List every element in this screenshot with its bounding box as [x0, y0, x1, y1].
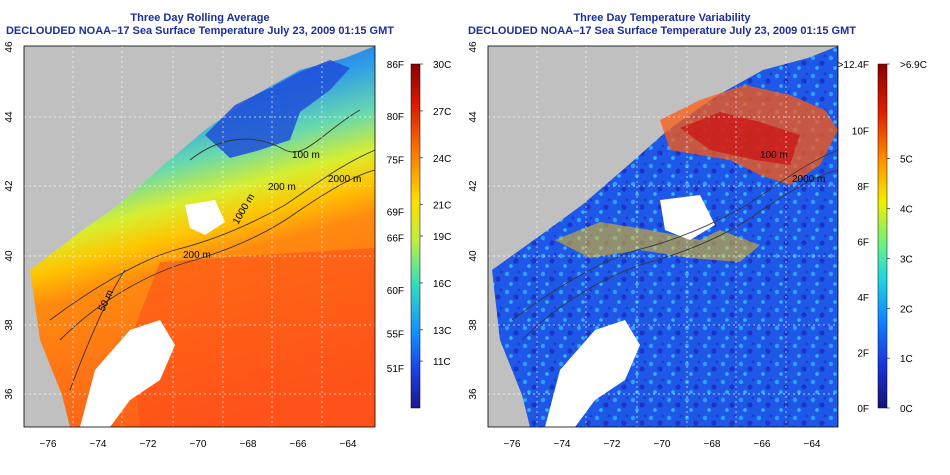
left-contour-label: 200 m	[268, 182, 296, 193]
lon-tick: −74	[554, 439, 571, 450]
left-map-frame	[23, 45, 376, 428]
right-colorbar-celsius-label: 1C	[900, 354, 913, 365]
right-map: 100 m 2000 m 46 44 42 40 38 36 −76 −74 −…	[468, 41, 839, 450]
left-colorbar-celsius-label: 13C	[433, 326, 451, 337]
right-map-subtitle: DECLOUDED NOAA–17 Sea Surface Temperatur…	[467, 25, 856, 37]
right-cloud-gap-2	[660, 195, 715, 240]
lat-tick: 38	[4, 319, 15, 331]
left-colorbar-celsius-label: 24C	[433, 154, 451, 165]
left-colorbar-celsius-label: 30C	[433, 60, 451, 71]
right-lat-axis: 46 44 42 40 38 36	[468, 41, 479, 400]
left-colorbar-fahrenheit-label: 55F	[387, 329, 404, 340]
left-colorbar-fahrenheit-label: 51F	[387, 364, 404, 375]
lat-tick: 40	[468, 250, 479, 262]
right-colorbar-celsius-label: 3C	[900, 254, 913, 265]
left-colorbar-celsius-label: 19C	[433, 232, 451, 243]
lon-tick: −76	[504, 439, 521, 450]
left-contour-label: 200 m	[183, 250, 211, 261]
lat-tick: 44	[468, 111, 479, 123]
right-colorbar-celsius-label: >6.9C	[900, 60, 927, 71]
left-contour-2000m	[59, 169, 375, 341]
lat-tick: 38	[468, 319, 479, 331]
right-contour	[511, 149, 838, 321]
lon-tick: −76	[40, 439, 57, 450]
right-colorbar-fahrenheit-label: 8F	[857, 182, 869, 193]
left-colorbar-fahrenheit-label: 66F	[387, 234, 404, 245]
right-colorbar-celsius-label: 2C	[900, 304, 913, 315]
right-title-block: Three Day Temperature Variability DECLOU…	[462, 12, 862, 38]
left-title-block: Three Day Rolling Average DECLOUDED NOAA…	[0, 12, 400, 38]
right-gridlines	[488, 46, 838, 427]
left-colorbar-fahrenheit-label: 80F	[387, 112, 404, 123]
left-colorbar-fahrenheit-label: 60F	[387, 286, 404, 297]
right-colorbar-celsius-label: 5C	[900, 155, 913, 166]
lon-tick: −70	[190, 439, 207, 450]
right-colorbar-fahrenheit-label: 0F	[857, 404, 869, 415]
lon-tick: −72	[604, 439, 621, 450]
right-colorbar-celsius-label: 4C	[900, 205, 913, 216]
right-map-title: Three Day Temperature Variability	[573, 12, 751, 24]
left-colorbar-celsius-label: 21C	[433, 201, 451, 212]
lat-tick: 46	[468, 41, 479, 53]
lat-tick: 44	[4, 111, 15, 123]
left-contour-200m	[49, 149, 375, 321]
left-contour-label: 2000 m	[328, 174, 361, 185]
lat-tick: 40	[4, 250, 15, 262]
lon-tick: −68	[704, 439, 721, 450]
right-lon-axis: −76 −74 −72 −70 −68 −66 −64	[504, 439, 821, 450]
right-colorbar-celsius-label: 0C	[900, 404, 913, 415]
right-colorbar-fahrenheit-label: 2F	[857, 349, 869, 360]
left-colorbar-fahrenheit-label: 69F	[387, 208, 404, 219]
left-contour-100m	[189, 109, 361, 161]
left-map-title: Three Day Rolling Average	[130, 12, 270, 24]
left-colorbar-celsius-label: 27C	[433, 107, 451, 118]
left-cloud-gap-2	[185, 200, 225, 235]
left-colorbar-fahrenheit-label: 75F	[387, 156, 404, 167]
left-colorbar-celsius-label: 16C	[433, 279, 451, 290]
right-map-frame	[487, 45, 839, 428]
left-map-subtitle: DECLOUDED NOAA–17 Sea Surface Temperatur…	[5, 25, 394, 37]
right-mid-band	[555, 222, 760, 262]
left-gridlines	[24, 46, 375, 427]
right-colorbar-fahrenheit-label: 10F	[852, 127, 869, 138]
right-colorbar: >6.9C 5C 4C 3C 2C 1C 0C >12.4F 10F 8F 6F 4F 2F 0F	[838, 60, 927, 415]
left-colorbar-celsius-label: 11C	[433, 357, 451, 368]
left-gulf-of-maine	[205, 60, 350, 158]
lon-tick: −72	[140, 439, 157, 450]
lon-tick: −74	[90, 439, 107, 450]
right-high-variability-core	[680, 112, 800, 165]
left-cloud-gap	[80, 320, 175, 427]
left-warm-offshore	[130, 248, 375, 427]
lat-tick: 42	[4, 180, 15, 192]
right-colorbar-fahrenheit-label: >12.4F	[838, 60, 869, 71]
lat-tick: 46	[4, 41, 15, 53]
lon-tick: −64	[340, 439, 357, 450]
lat-tick: 36	[4, 388, 15, 400]
left-contour-50m	[69, 269, 126, 391]
lat-tick: 42	[468, 180, 479, 192]
left-lat-axis: 46 44 42 40 38 36	[4, 41, 15, 400]
left-lon-axis: −76 −74 −72 −70 −68 −66 −64	[40, 439, 357, 450]
right-colorbar-bar	[877, 63, 888, 409]
left-colorbar-fahrenheit-label: 86F	[387, 60, 404, 71]
left-map: 100 m 200 m 1000 m 2000 m 50 m 200 m 46 …	[4, 41, 376, 450]
left-contour-label: 100 m	[292, 150, 320, 161]
lon-tick: −68	[240, 439, 257, 450]
left-colorbar-bar	[410, 63, 421, 409]
lon-tick: −64	[804, 439, 821, 450]
right-contour-label: 2000 m	[792, 174, 825, 185]
lat-tick: 36	[468, 388, 479, 400]
lon-tick: −66	[290, 439, 307, 450]
right-cloud-gap	[545, 320, 640, 427]
right-colorbar-fahrenheit-label: 4F	[857, 293, 869, 304]
right-contour-2	[521, 169, 838, 341]
right-contour-label: 100 m	[760, 150, 788, 161]
lon-tick: −66	[754, 439, 771, 450]
right-colorbar-fahrenheit-label: 6F	[857, 238, 869, 249]
lon-tick: −70	[654, 439, 671, 450]
left-colorbar: 30C 27C 24C 21C 19C 16C 13C 11C 86F 80F 75F 69F 66F 6…	[387, 60, 451, 409]
